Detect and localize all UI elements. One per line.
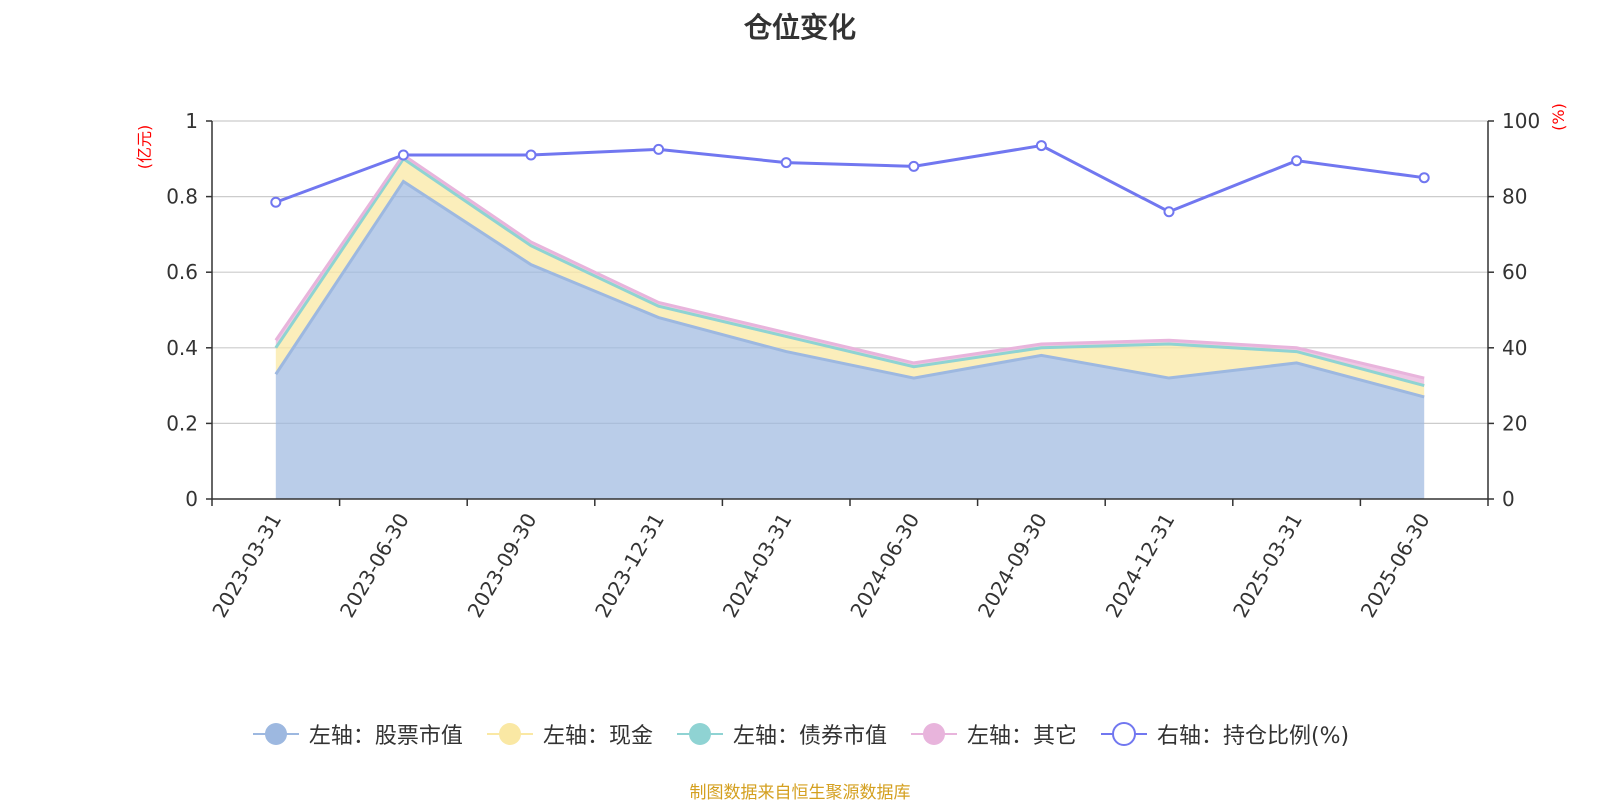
ratio-point [908,160,920,172]
left-tick-label: 0.4 [166,336,198,360]
x-tick-label: 2024-12-31 [1100,509,1179,622]
legend-item[interactable]: 左轴：其它 [909,718,1077,750]
ratio-point [1163,206,1175,218]
right-tick-label: 40 [1502,336,1527,360]
legend: 左轴：股票市值 左轴：现金 左轴：债券市值 左轴：其它 右轴：持仓比例(%) [0,718,1600,750]
x-tick-label: 2024-03-31 [718,509,797,622]
legend-symbol-icon [486,723,533,745]
area-0 [275,181,1425,500]
legend-item[interactable]: 左轴：现金 [485,718,653,750]
right-axis-unit: (%) [1549,103,1568,131]
left-axis-unit: (亿元) [135,125,154,170]
legend-label: 右轴：持仓比例(%) [1156,724,1350,749]
x-tick-label: 2024-09-30 [973,509,1052,622]
area-edge-3 [274,152,1425,380]
chart-title: 仓位变化 [743,11,856,44]
x-tick-label: 2023-03-31 [207,509,286,622]
legend-label: 左轴：现金 [542,724,653,749]
source-note: 制图数据来自恒生聚源数据库 [689,783,911,803]
legend-symbol-icon [1100,722,1147,746]
area-1 [275,158,1425,397]
legend-symbol-icon [676,723,723,745]
area-edge-0 [274,179,1425,399]
x-tick-label: 2023-12-31 [590,509,669,622]
right-tick-label: 80 [1502,185,1527,209]
right-tick-label: 0 [1502,487,1515,511]
ratio-point [397,149,409,161]
ratio-point [270,196,282,208]
legend-label: 左轴：其它 [966,724,1077,749]
right-tick-label: 100 [1502,109,1540,133]
left-tick-label: 0 [185,487,198,511]
x-tick-label: 2025-06-30 [1356,509,1435,622]
right-tick-label: 20 [1502,411,1527,435]
legend-item[interactable]: 左轴：股票市值 [251,718,463,750]
left-tick-label: 1 [185,109,198,133]
stacked-areas [274,152,1425,500]
area-edge-2 [274,156,1425,388]
left-tick-label: 0.6 [166,260,198,284]
legend-label: 左轴：债券市值 [732,724,887,749]
ratio-point [653,143,665,155]
legend-item[interactable]: 右轴：持仓比例(%) [1099,718,1349,750]
legend-item[interactable]: 左轴：债券市值 [675,718,887,750]
left-tick-label: 0.8 [166,185,198,209]
legend-symbol-icon [252,723,299,745]
x-tick-label: 2024-06-30 [845,509,924,622]
ratio-point [525,149,537,161]
x-tick-label: 2025-03-31 [1228,509,1307,622]
legend-label: 左轴：股票市值 [308,724,463,749]
ratio-point [1418,172,1430,184]
ratio-point [1035,140,1047,152]
ratio-point [1291,155,1303,167]
ratio-line [275,144,1425,214]
position-ratio-line [270,140,1430,218]
x-tick-label: 2023-09-30 [462,509,541,622]
legend-symbol-icon [910,723,957,745]
ratio-point [780,157,792,169]
left-tick-label: 0.2 [166,411,198,435]
right-tick-label: 60 [1502,260,1527,284]
x-tick-label: 2023-06-30 [335,509,414,622]
